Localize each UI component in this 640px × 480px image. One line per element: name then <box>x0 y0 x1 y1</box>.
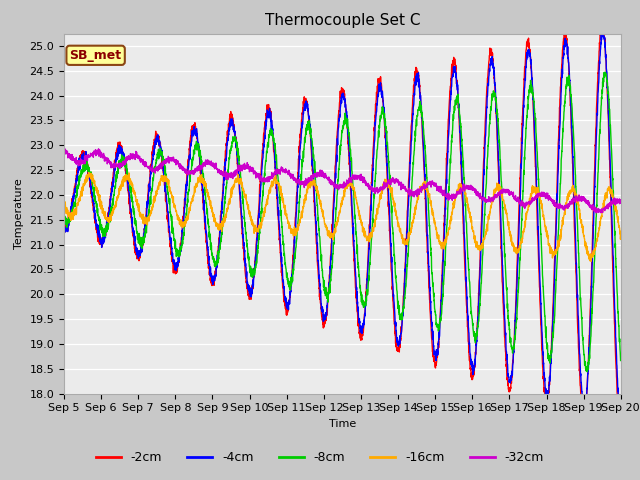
-4cm <box>617 416 625 422</box>
-4cm <box>124 178 131 184</box>
Line: -2cm: -2cm <box>64 21 621 434</box>
-8cm <box>274 169 282 175</box>
-8cm <box>157 146 164 152</box>
Y-axis label: Temperature: Temperature <box>14 178 24 249</box>
-2cm <box>617 431 625 437</box>
-2cm <box>60 222 68 228</box>
Title: Thermocouple Set C: Thermocouple Set C <box>265 13 420 28</box>
Line: -32cm: -32cm <box>64 149 621 213</box>
-32cm <box>61 146 68 152</box>
-4cm <box>599 30 607 36</box>
-2cm <box>298 117 305 123</box>
-4cm <box>546 373 554 379</box>
-32cm <box>60 146 68 152</box>
-4cm <box>60 221 68 227</box>
-8cm <box>601 69 609 75</box>
-16cm <box>124 176 132 182</box>
-16cm <box>606 186 614 192</box>
-2cm <box>606 174 614 180</box>
-2cm <box>598 18 605 24</box>
-8cm <box>546 360 554 366</box>
-32cm <box>546 195 554 201</box>
-2cm <box>157 146 164 152</box>
-32cm <box>592 210 600 216</box>
-4cm <box>157 144 164 149</box>
Line: -8cm: -8cm <box>64 72 621 372</box>
-32cm <box>274 168 282 173</box>
-4cm <box>606 155 614 160</box>
-32cm <box>298 181 306 187</box>
-2cm <box>124 184 131 190</box>
Line: -16cm: -16cm <box>64 173 621 261</box>
-16cm <box>157 177 164 183</box>
-16cm <box>60 196 68 202</box>
-32cm <box>606 202 614 208</box>
-8cm <box>298 168 305 174</box>
-4cm <box>274 195 282 201</box>
-16cm <box>298 215 306 221</box>
-16cm <box>617 234 625 240</box>
-2cm <box>546 376 554 382</box>
-8cm <box>617 356 625 361</box>
-16cm <box>588 258 595 264</box>
X-axis label: Time: Time <box>329 419 356 429</box>
-8cm <box>60 210 68 216</box>
-2cm <box>274 205 282 211</box>
-32cm <box>157 160 164 166</box>
-16cm <box>546 245 554 251</box>
-8cm <box>583 369 591 374</box>
-2cm <box>617 428 625 434</box>
-16cm <box>85 170 93 176</box>
-8cm <box>606 123 614 129</box>
Text: SB_met: SB_met <box>70 49 122 62</box>
-32cm <box>617 200 625 206</box>
-4cm <box>616 416 624 422</box>
Legend: -2cm, -4cm, -8cm, -16cm, -32cm: -2cm, -4cm, -8cm, -16cm, -32cm <box>91 446 549 469</box>
-8cm <box>124 169 131 175</box>
-4cm <box>298 128 305 134</box>
-16cm <box>274 179 282 185</box>
-32cm <box>124 156 132 162</box>
Line: -4cm: -4cm <box>64 33 621 419</box>
